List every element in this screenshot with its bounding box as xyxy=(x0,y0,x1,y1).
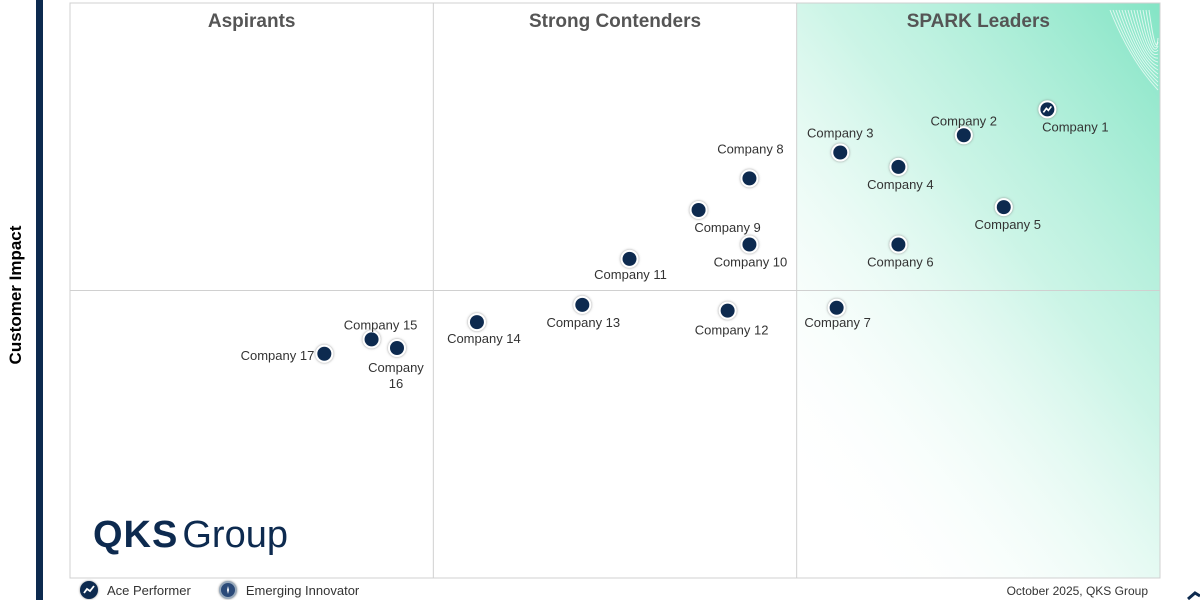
company-point-13[interactable]: Company 13 xyxy=(546,295,620,330)
point-label: Company 1 xyxy=(1042,119,1108,134)
point-label: Company 17 xyxy=(241,348,315,363)
point-marker xyxy=(742,171,757,186)
point-marker xyxy=(390,341,404,355)
company-point-10[interactable]: Company 10 xyxy=(714,235,788,270)
company-point-12[interactable]: Company 12 xyxy=(695,301,769,338)
quadrant-title-2: Strong Contenders xyxy=(529,11,701,32)
point-marker xyxy=(622,251,637,266)
company-point-5[interactable]: Company 5 xyxy=(975,198,1041,232)
point-marker xyxy=(575,297,590,312)
company-point-3[interactable]: Company 3 xyxy=(807,126,874,162)
watermark-line xyxy=(1142,9,1159,50)
point-marker xyxy=(469,315,484,330)
trend-up-icon xyxy=(80,581,98,599)
point-label: Company 16 xyxy=(368,360,424,391)
point-marker xyxy=(996,200,1011,215)
point-label: Company 4 xyxy=(867,177,933,192)
point-marker xyxy=(364,332,379,347)
watermark-line xyxy=(1112,9,1159,87)
watermark-line xyxy=(1148,9,1159,45)
point-label: Company 13 xyxy=(546,315,620,330)
point-marker xyxy=(742,237,757,252)
logo-group-text: Group xyxy=(182,514,288,556)
point-label: Company 2 xyxy=(931,113,997,128)
quadrant-title-3: SPARK Leaders xyxy=(907,11,1050,32)
legend-ace-label: Ace Performer xyxy=(107,582,191,598)
point-label: Company 15 xyxy=(344,317,418,332)
company-point-2[interactable]: Company 2 xyxy=(931,113,997,145)
left-accent-bar xyxy=(36,0,43,600)
point-marker xyxy=(891,159,906,174)
point-marker xyxy=(891,237,906,252)
legend: Ace Performer Emerging Innovator xyxy=(80,581,387,599)
trend-up-icon xyxy=(1042,105,1053,113)
point-label: Company 10 xyxy=(714,255,788,270)
point-label: Company 11 xyxy=(594,267,667,282)
watermark-line xyxy=(1115,9,1159,83)
quadrant-title-1: Aspirants xyxy=(208,11,296,32)
watermark-line xyxy=(1121,9,1159,75)
point-marker xyxy=(833,145,848,160)
point-marker xyxy=(720,303,735,318)
company-point-9[interactable]: Company 9 xyxy=(689,201,761,235)
point-label: Company 12 xyxy=(695,323,769,338)
watermark-line xyxy=(1130,9,1159,63)
watermark-line xyxy=(1118,9,1159,79)
point-label: Company 7 xyxy=(804,315,870,330)
point-marker xyxy=(956,128,971,143)
watermark-line xyxy=(1136,9,1159,56)
point-marker xyxy=(317,346,332,361)
footer-date-source: October 2025, QKS Group xyxy=(1006,584,1148,598)
company-point-16[interactable]: Company 16 xyxy=(368,339,424,391)
point-label: Company 5 xyxy=(975,217,1041,232)
company-point-8[interactable]: Company 8 xyxy=(717,141,784,188)
qks-group-logo: QKS Group xyxy=(93,516,288,554)
point-label: Company 9 xyxy=(694,220,760,235)
point-label: Company 8 xyxy=(717,141,783,156)
company-point-4[interactable]: Company 4 xyxy=(867,157,934,192)
point-label: Company 3 xyxy=(807,126,873,141)
legend-emerging-label: Emerging Innovator xyxy=(245,582,360,598)
watermark-line xyxy=(1109,9,1159,91)
legend-ace-performer: Ace Performer xyxy=(80,581,191,599)
point-marker xyxy=(829,300,844,315)
company-point-15[interactable]: Company 15 xyxy=(344,317,418,349)
chevron-icon xyxy=(1187,591,1200,600)
company-point-1[interactable]: Company 1 xyxy=(1038,100,1109,134)
watermark-line xyxy=(1133,9,1159,59)
company-point-14[interactable]: Company 14 xyxy=(447,313,521,346)
point-label: Company 6 xyxy=(867,255,933,270)
watermark-line xyxy=(1124,9,1159,71)
compass-icon xyxy=(218,581,237,599)
company-point-17[interactable]: Company 17 xyxy=(241,344,334,363)
point-label: Company 14 xyxy=(447,331,521,346)
point-marker xyxy=(691,203,706,217)
watermark-line xyxy=(1127,9,1159,67)
company-point-7[interactable]: Company 7 xyxy=(804,298,871,330)
company-point-11[interactable]: Company 11 xyxy=(594,249,667,282)
watermark-line xyxy=(1139,9,1159,53)
logo-qks-text: QKS xyxy=(93,514,179,556)
legend-emerging-innovator: Emerging Innovator xyxy=(218,581,360,599)
company-point-6[interactable]: Company 6 xyxy=(867,235,934,270)
